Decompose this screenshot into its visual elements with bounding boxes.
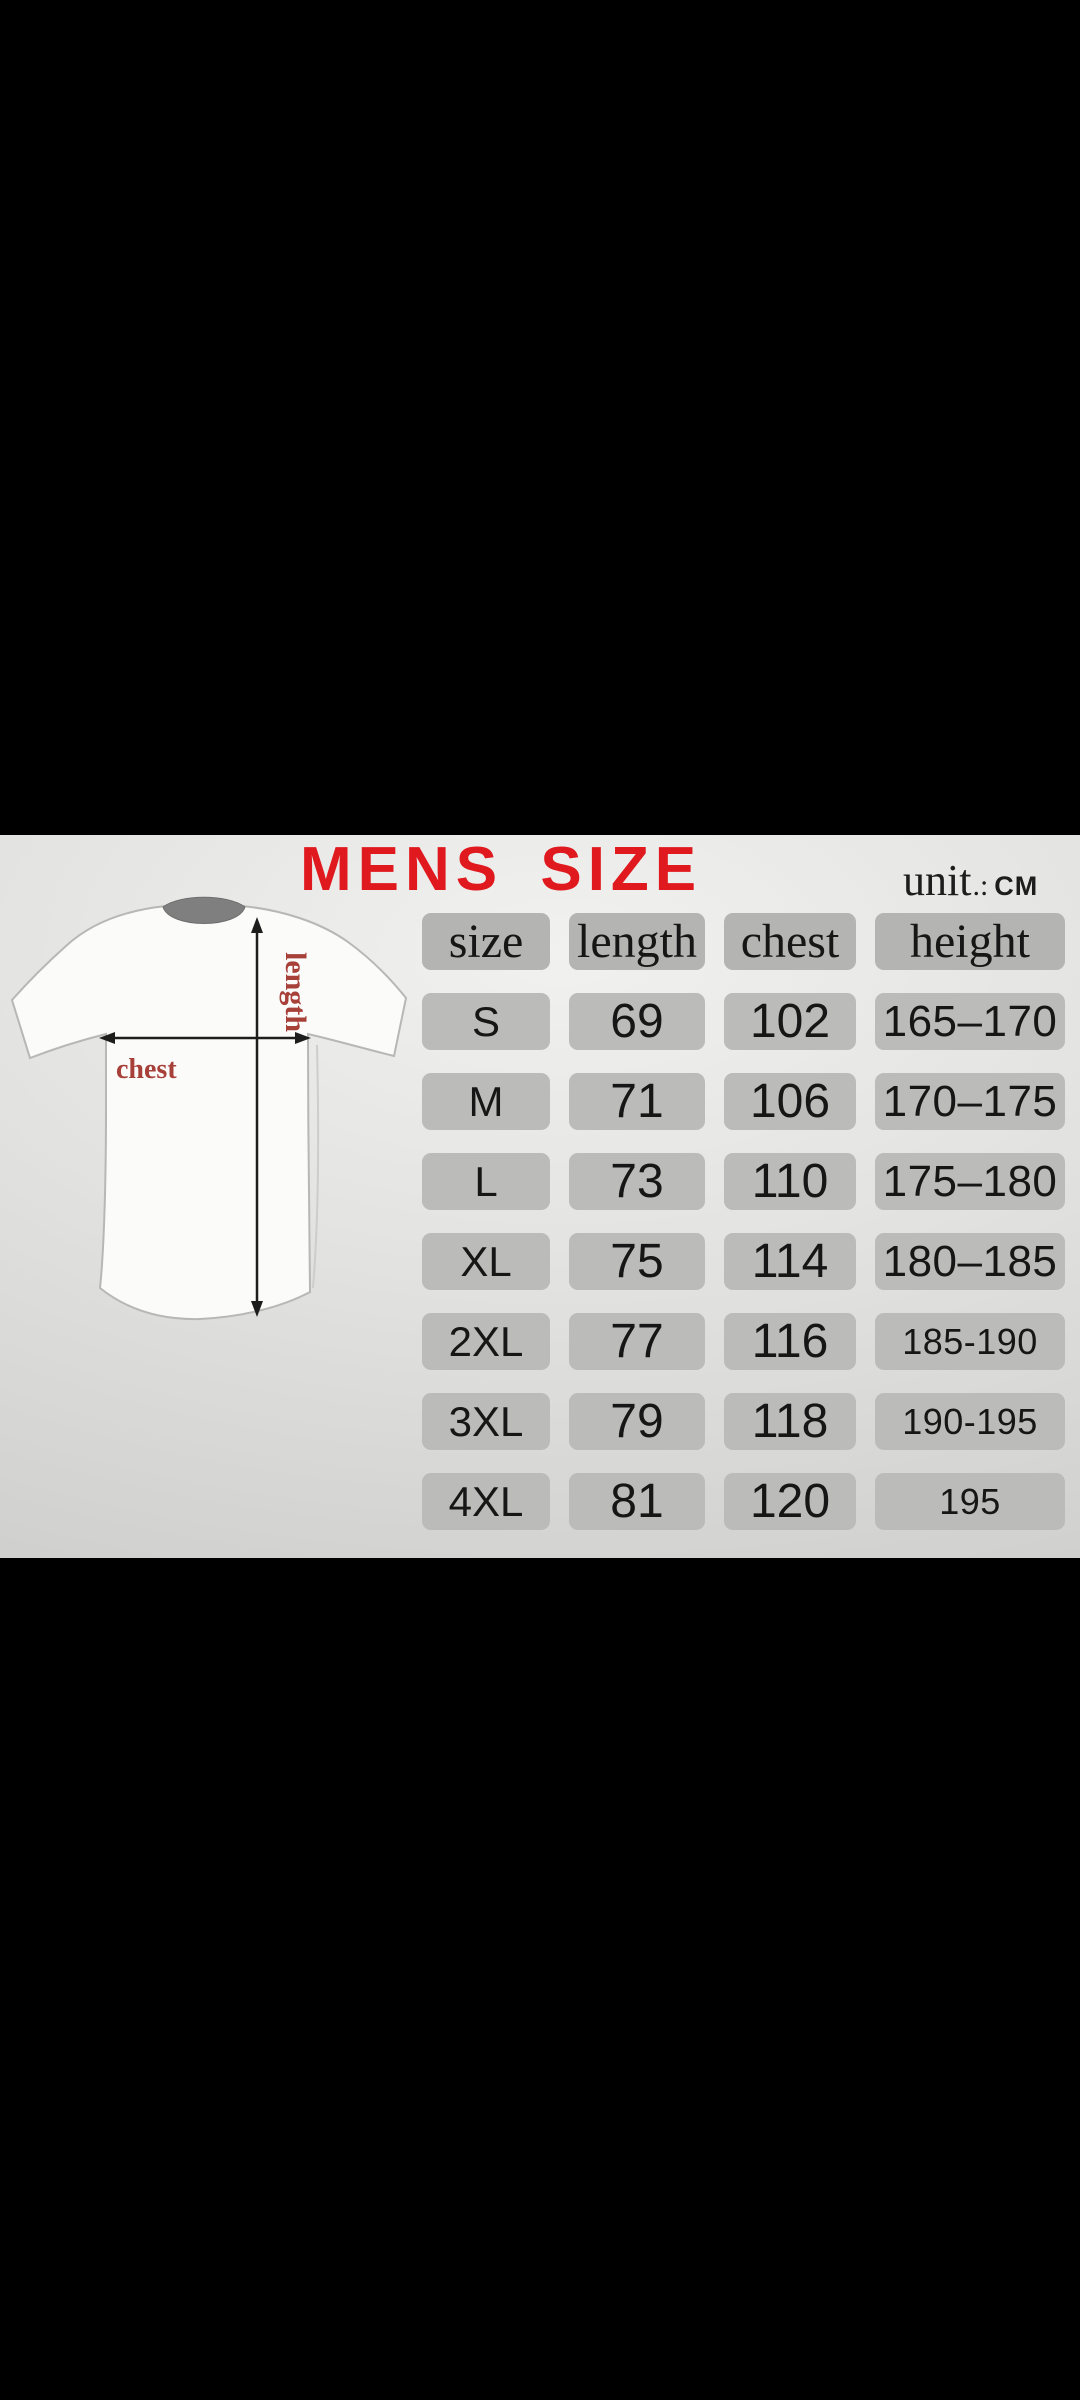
table-cell-length: 73 — [569, 1153, 705, 1210]
table-cell-height: 180–185 — [875, 1233, 1065, 1290]
table-cell-chest: 120 — [724, 1473, 856, 1530]
table-cell-size: S — [422, 993, 550, 1050]
table-cell-length: 75 — [569, 1233, 705, 1290]
table-cell-length: 71 — [569, 1073, 705, 1130]
table-cell-chest: 106 — [724, 1073, 856, 1130]
unit-value: CM — [994, 871, 1039, 901]
table-cell-length: 79 — [569, 1393, 705, 1450]
length-arrowhead-top — [251, 917, 263, 933]
table-cell-chest: 102 — [724, 993, 856, 1050]
table-cell-size: 4XL — [422, 1473, 550, 1530]
header-cell-size: size — [422, 913, 550, 970]
tshirt-measure-diagram: length chest — [10, 896, 408, 1321]
table-cell-height: 185-190 — [875, 1313, 1065, 1370]
chest-arrowhead-right — [295, 1032, 311, 1044]
table-cell-size: M — [422, 1073, 550, 1130]
tshirt-collar — [162, 896, 246, 924]
unit-indicator: unit .: CM — [903, 855, 1038, 906]
table-cell-height: 195 — [875, 1473, 1065, 1530]
table-cell-height: 170–175 — [875, 1073, 1065, 1130]
table-cell-size: 2XL — [422, 1313, 550, 1370]
header-cell-height: height — [875, 913, 1065, 970]
header-cell-chest: chest — [724, 913, 856, 970]
table-cell-length: 77 — [569, 1313, 705, 1370]
table-cell-size: XL — [422, 1233, 550, 1290]
size-chart-panel: MENS SIZE unit .: CM length chest size l… — [0, 835, 1080, 1558]
length-label: length — [279, 952, 312, 1032]
chest-label: chest — [116, 1054, 177, 1085]
table-cell-height: 190-195 — [875, 1393, 1065, 1450]
header-cell-length: length — [569, 913, 705, 970]
chest-arrowhead-left — [99, 1032, 115, 1044]
table-cell-chest: 110 — [724, 1153, 856, 1210]
table-cell-chest: 114 — [724, 1233, 856, 1290]
tshirt-outline — [10, 899, 408, 1321]
table-cell-chest: 118 — [724, 1393, 856, 1450]
table-cell-size: 3XL — [422, 1393, 550, 1450]
length-arrowhead-bottom — [251, 1301, 263, 1317]
tshirt-fold-line — [312, 1044, 320, 1289]
page-title: MENS SIZE — [300, 835, 703, 904]
table-cell-length: 69 — [569, 993, 705, 1050]
table-cell-length: 81 — [569, 1473, 705, 1530]
table-cell-size: L — [422, 1153, 550, 1210]
table-cell-height: 175–180 — [875, 1153, 1065, 1210]
table-cell-height: 165–170 — [875, 993, 1065, 1050]
table-cell-chest: 116 — [724, 1313, 856, 1370]
size-table: size length chest height S 69 102 165–17… — [422, 913, 1065, 1530]
unit-word: unit — [903, 856, 972, 905]
unit-separator: .: — [972, 869, 989, 902]
